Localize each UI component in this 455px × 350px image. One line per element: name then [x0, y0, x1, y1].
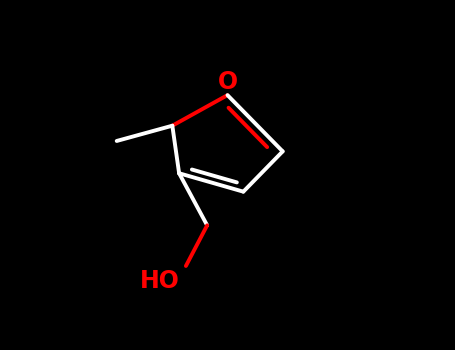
Text: O: O	[217, 70, 238, 94]
Text: HO: HO	[140, 269, 180, 293]
